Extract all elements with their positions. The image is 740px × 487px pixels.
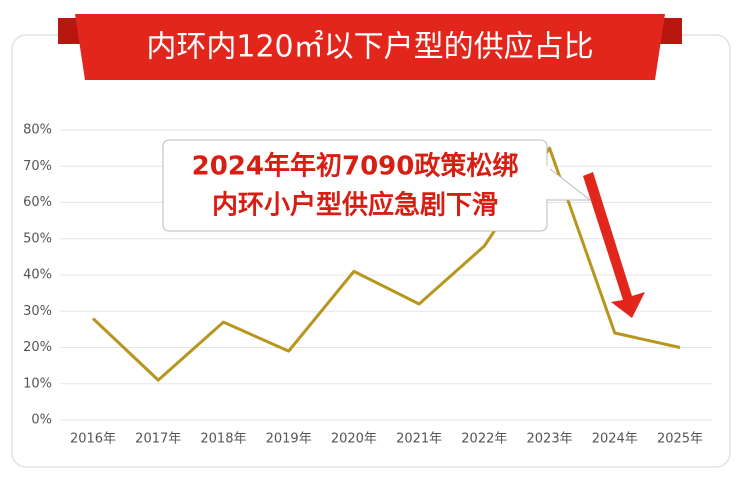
y-tick-label: 60% xyxy=(23,195,52,210)
card xyxy=(11,34,731,468)
x-tick-label: 2021年 xyxy=(396,432,442,447)
title-banner xyxy=(75,14,665,80)
banner-tab xyxy=(58,18,80,44)
y-tick-label: 0% xyxy=(31,413,52,428)
x-tick-label: 2020年 xyxy=(331,432,377,447)
x-tick-label: 2016年 xyxy=(70,432,116,447)
x-tick-label: 2024年 xyxy=(592,432,638,447)
annotation: 2024年年初7090政策松绑 xyxy=(192,151,519,182)
y-tick-label: 20% xyxy=(23,340,52,355)
line xyxy=(91,146,681,382)
x-tick-label: 2017年 xyxy=(135,432,181,447)
x-tick-label: 2019年 xyxy=(266,432,312,447)
trend-arrow xyxy=(583,172,645,318)
x-tick-label: 2025年 xyxy=(657,432,703,447)
chart-title: 内环内120㎡以下户型的供应占比 xyxy=(146,30,593,65)
callout-join xyxy=(540,166,550,199)
y-tick-label: 40% xyxy=(23,268,52,283)
y-tick-label: 70% xyxy=(23,159,52,174)
banner-tab xyxy=(660,18,682,44)
y-tick-label: 80% xyxy=(23,123,52,138)
x-tick-label: 2018年 xyxy=(200,432,246,447)
y-tick-label: 10% xyxy=(23,376,52,391)
annotation: 内环小户型供应急剧下滑 xyxy=(212,190,498,221)
x-tick-label: 2022年 xyxy=(461,432,507,447)
y-tick-label: 30% xyxy=(23,304,52,319)
y-tick-label: 50% xyxy=(23,231,52,246)
x-tick-label: 2023年 xyxy=(527,432,573,447)
